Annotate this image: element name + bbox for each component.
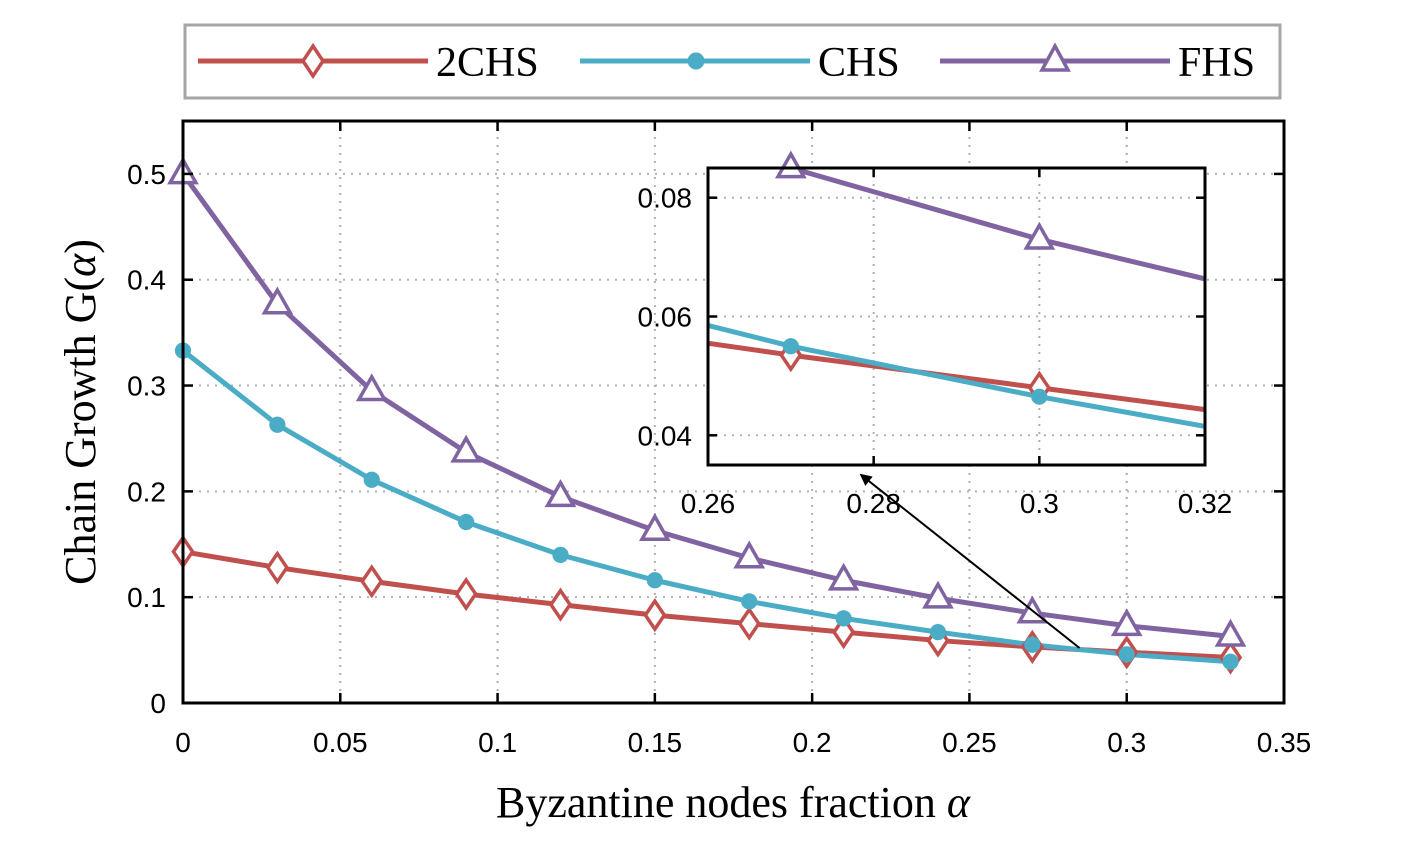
data-point-fhs — [544, 479, 577, 508]
y-tick-label: 0.3 — [127, 371, 166, 402]
data-point-2chs — [643, 598, 667, 633]
legend-entry-2chs: 2CHS — [198, 40, 539, 86]
inset-series — [708, 168, 1205, 429]
data-point-chs — [835, 610, 852, 627]
x-tick-label: 0 — [175, 727, 191, 758]
data-point-chs — [363, 471, 380, 488]
x-tick-label: 0.1 — [478, 727, 517, 758]
data-point-fhs — [1110, 608, 1143, 637]
main-plot-frame — [181, 119, 1286, 705]
data-point-fhs — [733, 540, 766, 569]
inset-series-line-chs — [708, 322, 1205, 429]
data-point-2chs — [737, 606, 761, 641]
legend-label-2chs: 2CHS — [436, 40, 539, 86]
legend-entry-chs: CHS — [580, 40, 900, 86]
data-point-2chs — [548, 587, 573, 622]
legend-label-fhs: FHS — [1178, 40, 1255, 86]
inset-markers — [774, 150, 1056, 405]
data-point-fhs — [922, 580, 954, 609]
legend: 2CHS CHS FHS — [183, 23, 1282, 100]
x-tick-label: 0.3 — [1107, 727, 1146, 758]
legend-marker-chs — [687, 52, 705, 70]
data-point-chs — [552, 546, 569, 563]
series-line-fhs — [180, 172, 1231, 639]
main-series — [180, 172, 1231, 665]
data-point-2chs — [831, 614, 856, 650]
data-point-chs — [1024, 636, 1041, 653]
zoom-arrow — [859, 473, 1081, 649]
data-point-chs — [741, 593, 758, 610]
x-tick-label: 0.15 — [628, 727, 683, 758]
inset-data-point-chs — [782, 338, 799, 355]
y-tick-label: 0.5 — [127, 159, 166, 190]
legend-entry-fhs: FHS — [940, 40, 1255, 86]
inset-x-tick-label: 0.32 — [1178, 488, 1233, 519]
y-axis-title-text: Chain Growth G( — [56, 277, 105, 585]
y-tick-label: 0.2 — [127, 476, 166, 507]
data-point-fhs — [261, 286, 294, 315]
x-tick-label: 0.2 — [793, 727, 832, 758]
main-markers — [167, 156, 1247, 675]
x-tick-label: 0.25 — [942, 727, 997, 758]
data-point-fhs — [450, 434, 483, 463]
x-axis-title-symbol: α — [947, 778, 971, 827]
y-axis-title-symbol: α — [56, 253, 105, 277]
inset-x-tick-label: 0.3 — [1020, 488, 1059, 519]
y-tick-label: 0.1 — [127, 582, 166, 613]
data-point-chs — [646, 572, 663, 589]
data-point-fhs — [1214, 618, 1247, 647]
inset-data-point-fhs — [774, 150, 807, 179]
inset-x-tick-label: 0.26 — [681, 488, 736, 519]
y-tick-label: 0 — [150, 688, 166, 719]
data-point-chs — [929, 623, 947, 641]
x-tick-label: 0.05 — [313, 727, 368, 758]
data-point-chs — [457, 513, 475, 531]
data-point-chs — [1222, 653, 1239, 670]
main-tick-labels: 0 0.05 0.1 0.15 0.2 0.25 0.3 0.35 0 0.1 0.2 0.3 0.4 0… — [127, 159, 1311, 758]
data-point-fhs — [827, 562, 860, 591]
series-line-chs — [181, 348, 1231, 665]
main-ticks — [181, 121, 1286, 705]
inset-ticks — [706, 168, 1207, 465]
data-point-chs — [269, 416, 286, 433]
y-tick-label: 0.4 — [127, 265, 166, 296]
x-axis-title: Byzantine nodes fraction α — [496, 778, 971, 827]
inset-series-line-fhs — [776, 168, 1205, 282]
data-point-2chs — [454, 576, 478, 612]
x-tick-label: 0.35 — [1257, 727, 1312, 758]
legend-marker-2chs — [300, 42, 326, 80]
data-point-2chs — [360, 564, 384, 599]
data-point-fhs — [355, 373, 388, 402]
inset-grid — [708, 168, 1205, 465]
inset-data-point-fhs — [1023, 221, 1056, 250]
inset-y-tick-label: 0.08 — [638, 183, 693, 214]
data-point-fhs — [638, 512, 671, 541]
y-axis-title: Chain Growth G(α) — [56, 239, 105, 585]
inset-data-point-chs — [1031, 388, 1048, 405]
inset-x-tick-label: 0.28 — [846, 488, 901, 519]
x-axis-title-text: Byzantine nodes fraction — [496, 778, 936, 827]
data-point-2chs — [265, 550, 290, 585]
inset-tick-labels: 0.26 0.28 0.3 0.32 0.04 0.06 0.08 — [638, 183, 1233, 519]
inset-y-tick-label: 0.04 — [638, 420, 693, 451]
data-point-chs — [1118, 646, 1135, 663]
y-axis-title-suffix: ) — [56, 239, 105, 254]
inset-chart: 0.26 0.28 0.3 0.32 0.04 0.06 0.08 — [638, 150, 1233, 519]
legend-label-chs: CHS — [818, 40, 900, 86]
legend-marker-fhs — [1039, 42, 1071, 72]
inset-y-tick-label: 0.06 — [638, 302, 693, 333]
